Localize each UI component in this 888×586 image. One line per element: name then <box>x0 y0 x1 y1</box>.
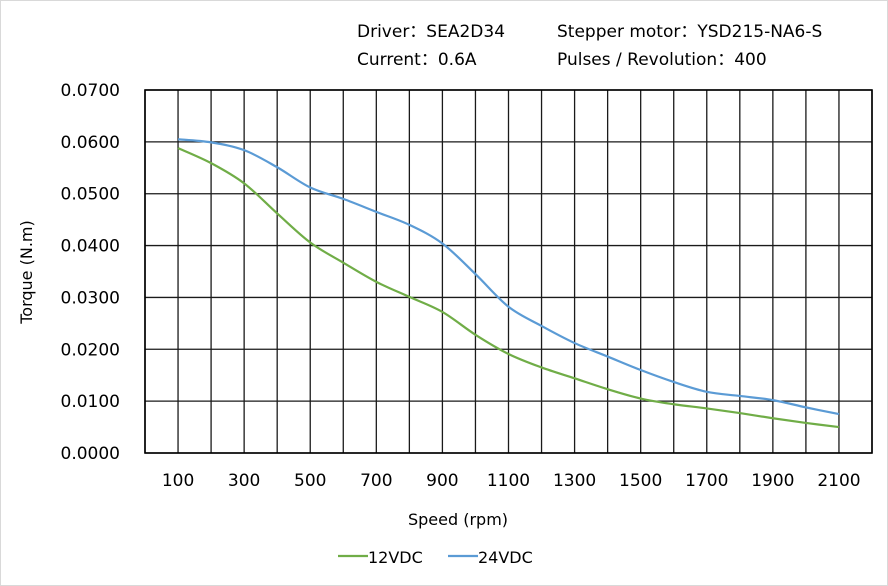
x-axis-label: Speed (rpm) <box>408 510 508 529</box>
x-tick-label: 700 <box>360 471 392 491</box>
x-tick-label: 1700 <box>685 471 728 491</box>
current-label: Current：0.6A <box>357 50 477 70</box>
legend-label: 24VDC <box>478 548 533 567</box>
y-tick-label: 0.0500 <box>61 185 120 205</box>
x-tick-label: 1100 <box>487 471 530 491</box>
x-tick-label: 100 <box>162 471 194 491</box>
motor-label: Stepper motor：YSD215-NA6-S <box>557 22 823 42</box>
y-tick-label: 0.0700 <box>61 81 120 101</box>
x-tick-label: 1300 <box>553 471 596 491</box>
x-tick-label: 1500 <box>619 471 662 491</box>
x-tick-label: 900 <box>426 471 458 491</box>
y-tick-label: 0.0200 <box>61 340 120 360</box>
x-tick-label: 300 <box>228 471 260 491</box>
x-tick-label: 2100 <box>817 471 860 491</box>
y-tick-label: 0.0400 <box>61 237 120 257</box>
y-tick-label: 0.0600 <box>61 133 120 153</box>
y-tick-label: 0.0300 <box>61 288 120 308</box>
series-line-12VDC <box>177 147 840 429</box>
legend-label: 12VDC <box>368 548 423 567</box>
y-tick-label: 0.0100 <box>61 392 120 412</box>
y-axis-label: Torque (N.m) <box>17 220 36 325</box>
pulses-label: Pulses / Revolution：400 <box>557 50 767 70</box>
x-tick-label: 500 <box>294 471 326 491</box>
y-tick-label: 0.0000 <box>61 444 120 464</box>
driver-label: Driver：SEA2D34 <box>357 22 506 42</box>
x-tick-label: 1900 <box>751 471 794 491</box>
plot-border <box>144 89 873 454</box>
series-line-24VDC <box>177 138 840 416</box>
